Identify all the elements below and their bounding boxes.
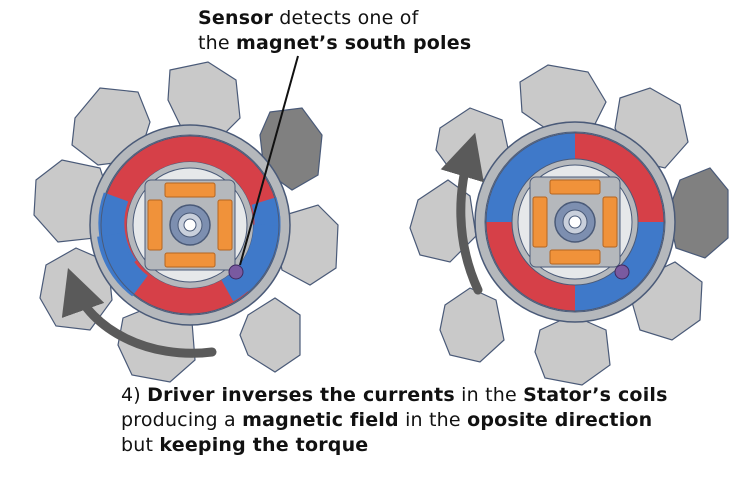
caption-bold: magnet’s south poles	[236, 32, 472, 54]
note-bold: magnetic field	[242, 409, 399, 431]
note-bold: Stator’s coils	[523, 384, 668, 406]
note-bold: keeping the torque	[159, 434, 369, 456]
caption-bold: Sensor	[198, 7, 274, 29]
left-rotor-magnets	[97, 136, 281, 314]
coil-bottom	[549, 249, 601, 265]
shaft-hole	[183, 218, 197, 232]
coil-left	[532, 196, 548, 248]
right-rotor-magnets	[486, 133, 664, 311]
note-text: in the	[454, 384, 524, 406]
step-number: 4)	[121, 384, 148, 406]
magnet-arc-blue	[97, 232, 149, 297]
rotation-arrow	[61, 268, 217, 358]
stator-block	[439, 287, 505, 363]
sensor-caption: Sensor detects one of the magnet’s south…	[198, 6, 471, 56]
coil-left	[147, 199, 163, 251]
sensor-pointer	[239, 55, 299, 266]
coil-top	[549, 179, 601, 195]
right-coils	[532, 179, 618, 265]
magnet-arc-blue	[486, 133, 576, 223]
left-motor	[33, 61, 339, 383]
caption-text: detects one of	[273, 7, 419, 29]
note-text: producing a	[121, 409, 243, 431]
hall-sensor	[614, 264, 630, 280]
coil-right	[602, 196, 618, 248]
note-bold: oposite direction	[467, 409, 653, 431]
coil-bottom	[164, 252, 216, 268]
stator-block	[239, 297, 301, 373]
magnet-arc-blue	[574, 221, 664, 311]
stator-block	[167, 61, 241, 141]
right-motor	[409, 64, 729, 386]
step-note: 4) Driver inverses the currents in the S…	[121, 383, 668, 458]
note-text: but	[121, 434, 160, 456]
rotation-arrow	[440, 132, 484, 295]
coil-right	[217, 199, 233, 251]
magnet-arc-red	[574, 133, 664, 223]
stator-block-active	[667, 167, 729, 259]
stator-block-active	[259, 107, 323, 191]
note-text: in the	[398, 409, 468, 431]
caption-text: the	[198, 32, 237, 54]
shaft-hole	[568, 215, 582, 229]
magnet-arc-red	[486, 221, 576, 311]
note-bold: Driver inverses the currents	[147, 384, 455, 406]
magnet-arc-blue	[220, 224, 279, 302]
stator-block	[519, 64, 607, 136]
coil-top	[164, 182, 216, 198]
hall-sensor	[228, 264, 244, 280]
left-coils	[147, 182, 233, 268]
stator-block	[534, 314, 611, 386]
